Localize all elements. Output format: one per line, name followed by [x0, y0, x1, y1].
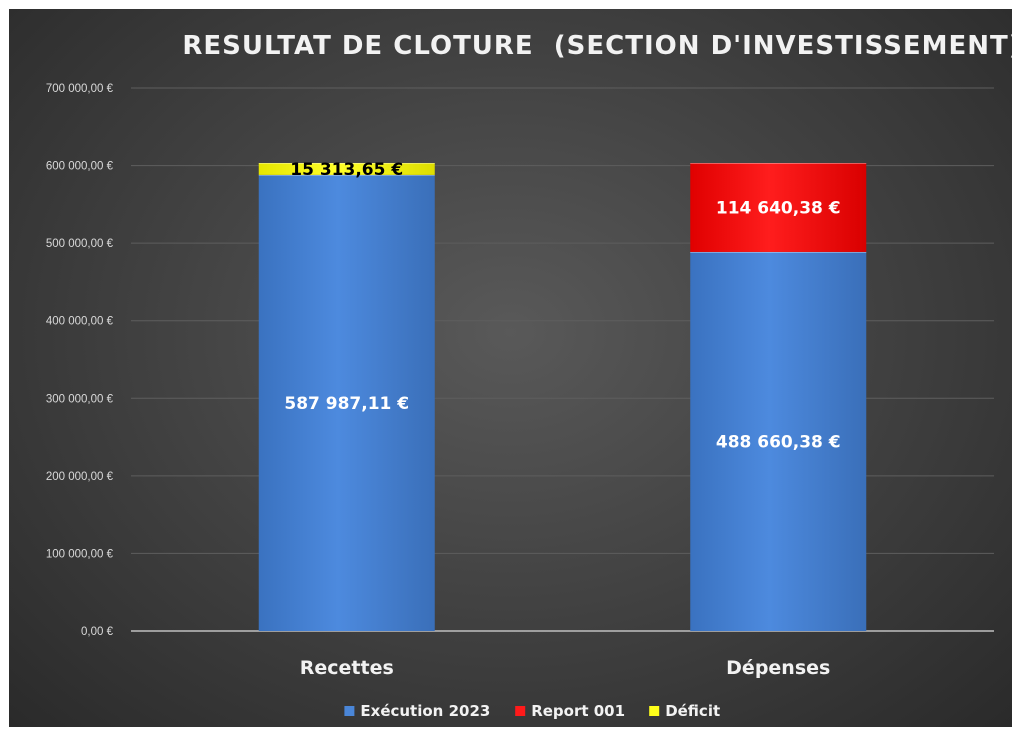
data-label: 15 313,65 €	[290, 160, 403, 180]
bar-segment	[690, 163, 867, 252]
legend-label: Déficit	[665, 702, 720, 720]
y-tick-label: 300 000,00 €	[46, 393, 114, 405]
x-tick-label: Recettes	[300, 657, 394, 679]
data-label: 587 987,11 €	[284, 394, 409, 414]
data-label: 488 660,38 €	[716, 432, 841, 452]
data-label: 114 640,38 €	[716, 198, 841, 218]
bar-segment	[258, 174, 435, 631]
data-labels: 587 987,11 € 15 313,65 € 488 660,38 € 114 6…	[284, 160, 840, 453]
legend: Exécution 2023 Report 001 Déficit	[344, 702, 720, 720]
y-tick-label: 0,00 €	[81, 626, 114, 638]
y-tick-label: 100 000,00 €	[46, 548, 114, 560]
legend-label: Exécution 2023	[360, 702, 490, 720]
bar-segment	[258, 163, 435, 175]
x-axis-ticks: Recettes Dépenses	[300, 657, 831, 679]
chart-svg: RESULTAT DE CLOTURE (SECTION D'INVESTISS…	[46, 31, 1012, 720]
legend-swatch	[344, 706, 355, 716]
bars	[258, 163, 867, 632]
legend-swatch	[649, 706, 660, 716]
x-tick-label: Dépenses	[726, 657, 830, 679]
legend-label: Report 001	[531, 702, 625, 720]
y-tick-label: 200 000,00 €	[46, 471, 114, 483]
y-tick-label: 400 000,00 €	[46, 316, 114, 328]
y-tick-label: 700 000,00 €	[46, 83, 114, 95]
chart-title: RESULTAT DE CLOTURE (SECTION D'INVESTISS…	[182, 31, 1012, 61]
y-tick-label: 600 000,00 €	[46, 161, 114, 173]
y-axis-ticks: 0,00 € 100 000,00 € 200 000,00 € 300 000,00…	[46, 83, 114, 638]
bar-segment	[690, 251, 867, 632]
legend-swatch	[515, 706, 526, 716]
y-tick-label: 500 000,00 €	[46, 238, 114, 250]
chart-frame: RESULTAT DE CLOTURE (SECTION D'INVESTISS…	[9, 9, 1012, 727]
